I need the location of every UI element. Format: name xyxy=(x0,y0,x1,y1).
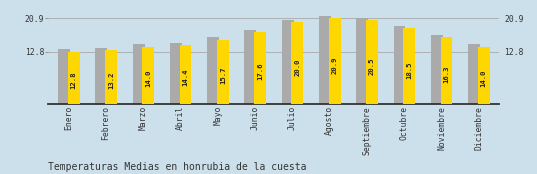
Bar xyxy=(366,20,378,104)
Bar xyxy=(170,43,182,104)
Text: 14.0: 14.0 xyxy=(481,70,487,87)
Text: 13.2: 13.2 xyxy=(108,71,114,89)
Text: 12.8: 12.8 xyxy=(71,72,77,89)
Bar xyxy=(356,18,368,104)
Bar xyxy=(244,30,256,104)
Bar xyxy=(468,44,480,104)
Text: 20.5: 20.5 xyxy=(369,58,375,75)
Text: Temperaturas Medias en honrubia de la cuesta: Temperaturas Medias en honrubia de la cu… xyxy=(48,162,307,172)
Text: 15.7: 15.7 xyxy=(220,66,226,84)
Bar xyxy=(68,52,79,104)
Bar xyxy=(142,47,154,104)
Bar xyxy=(58,49,70,104)
Text: 20.0: 20.0 xyxy=(294,58,300,76)
Bar xyxy=(394,26,405,104)
Bar xyxy=(478,47,490,104)
Text: 18.5: 18.5 xyxy=(406,61,412,79)
Bar xyxy=(105,50,117,104)
Bar xyxy=(319,16,331,104)
Bar xyxy=(440,37,453,104)
Bar xyxy=(431,35,442,104)
Bar xyxy=(292,22,303,104)
Text: 16.3: 16.3 xyxy=(444,65,449,83)
Bar xyxy=(179,45,192,104)
Bar xyxy=(207,37,219,104)
Bar xyxy=(133,44,144,104)
Bar xyxy=(282,20,294,104)
Text: 14.4: 14.4 xyxy=(183,69,188,86)
Text: 14.0: 14.0 xyxy=(145,70,151,87)
Bar xyxy=(217,40,229,104)
Bar xyxy=(329,18,340,104)
Bar xyxy=(254,32,266,104)
Text: 20.9: 20.9 xyxy=(332,57,338,74)
Text: 17.6: 17.6 xyxy=(257,63,263,81)
Bar xyxy=(403,28,415,104)
Bar xyxy=(95,48,107,104)
